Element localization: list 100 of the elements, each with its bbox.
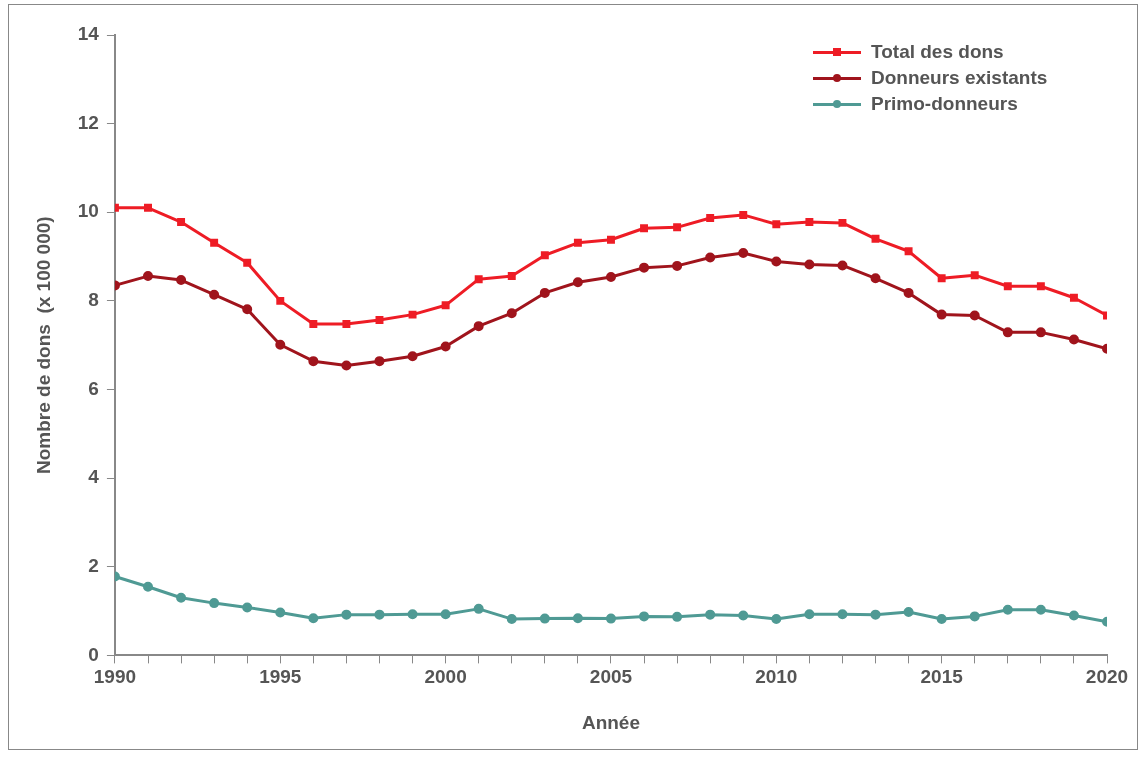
point	[970, 271, 979, 280]
point	[903, 287, 914, 298]
y-tick-label: 6	[88, 377, 99, 399]
point	[937, 274, 946, 283]
point	[572, 613, 583, 624]
point	[673, 223, 682, 232]
y-tick-label: 10	[77, 200, 99, 222]
point	[1069, 293, 1078, 302]
point	[209, 289, 220, 300]
y-tick-label: 0	[88, 643, 99, 665]
y-tick-label: 4	[88, 466, 100, 488]
point	[739, 210, 748, 219]
legend-label: Total des dons	[871, 41, 1004, 63]
x-tick-label: 1990	[93, 666, 137, 688]
y-tick-label: 14	[77, 23, 100, 45]
point	[308, 356, 319, 367]
point	[308, 613, 319, 624]
point	[408, 310, 417, 319]
point	[805, 218, 814, 226]
point	[473, 321, 484, 332]
point	[606, 235, 615, 244]
point	[1068, 334, 1079, 345]
point	[210, 238, 219, 247]
point	[904, 247, 913, 256]
y-tick-label: 2	[88, 555, 99, 577]
legend-label: Donneurs existants	[871, 67, 1048, 89]
x-axis-title: Année	[581, 711, 641, 733]
point	[342, 319, 351, 328]
point	[341, 360, 352, 371]
point	[837, 260, 848, 271]
point	[473, 603, 484, 614]
point	[837, 609, 848, 620]
point	[276, 296, 285, 305]
point	[540, 251, 549, 260]
point	[143, 581, 153, 592]
point	[838, 218, 847, 227]
y-tick-label: 12	[77, 111, 99, 133]
point	[969, 310, 980, 321]
point	[242, 602, 253, 613]
x-tick-label: 2010	[755, 666, 798, 688]
point	[440, 341, 451, 352]
point	[374, 609, 385, 620]
point	[539, 613, 550, 624]
point	[407, 609, 418, 620]
point	[738, 248, 749, 259]
point	[738, 610, 749, 621]
point	[903, 606, 914, 617]
point	[143, 271, 153, 282]
point	[573, 238, 582, 247]
point	[705, 252, 716, 263]
point	[605, 271, 616, 282]
point	[969, 611, 980, 622]
y-tick-label: 8	[88, 289, 99, 311]
x-tick-label: 2005	[589, 666, 633, 688]
point	[871, 234, 880, 243]
point	[176, 592, 187, 603]
point	[275, 339, 286, 350]
point	[374, 356, 385, 367]
point	[870, 273, 881, 284]
point	[309, 319, 318, 328]
point	[177, 218, 186, 226]
point	[1035, 327, 1046, 338]
point	[772, 220, 781, 229]
point	[639, 611, 650, 622]
y-axis-title: Nombre de dons (x 100 000)	[32, 216, 54, 475]
point	[1035, 604, 1046, 615]
point	[1068, 610, 1079, 621]
point	[375, 315, 384, 324]
point	[506, 308, 517, 319]
x-tick-label: 2015	[920, 666, 964, 688]
x-tick-label: 1995	[259, 666, 302, 688]
point	[804, 609, 815, 620]
point	[474, 275, 483, 284]
point	[804, 259, 815, 270]
point	[1003, 282, 1012, 291]
point	[341, 609, 352, 620]
point	[572, 277, 583, 288]
point	[672, 260, 683, 271]
point	[1036, 282, 1045, 291]
point	[144, 203, 152, 212]
x-tick-label: 2000	[424, 666, 467, 688]
point	[705, 609, 716, 620]
legend-label: Primo-donneurs	[871, 93, 1018, 115]
point	[639, 262, 650, 273]
point	[176, 275, 187, 286]
point	[507, 272, 516, 281]
point	[539, 287, 550, 298]
point	[771, 614, 782, 625]
point	[672, 611, 683, 622]
point	[243, 258, 252, 267]
point	[1002, 327, 1013, 338]
point	[1002, 604, 1013, 615]
point	[706, 214, 715, 222]
point	[605, 613, 616, 624]
point	[275, 607, 286, 618]
point	[440, 609, 451, 620]
point	[771, 256, 782, 267]
point	[242, 304, 253, 315]
point	[640, 224, 649, 233]
point	[407, 351, 418, 362]
